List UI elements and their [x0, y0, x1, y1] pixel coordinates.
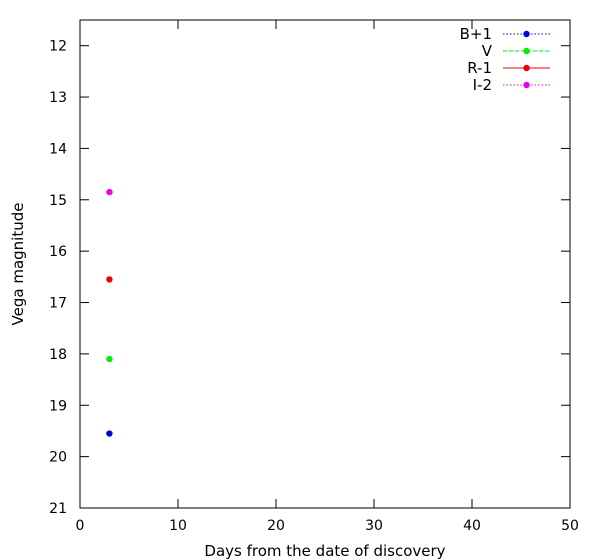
y-tick-label: 12 [49, 39, 67, 55]
legend-marker [523, 81, 530, 89]
y-tick-label: 14 [49, 141, 67, 157]
y-tick-label: 19 [49, 398, 67, 414]
legend-label: V [482, 42, 493, 60]
y-tick-label: 20 [49, 450, 67, 466]
y-tick-label: 18 [49, 347, 67, 363]
y-tick-label: 15 [49, 193, 67, 209]
x-axis-label: Days from the date of discovery [204, 542, 445, 560]
y-tick-label: 17 [49, 296, 67, 312]
legend-label: I-2 [473, 76, 492, 94]
y-tick-label: 21 [49, 501, 67, 517]
y-tick-label: 13 [49, 90, 67, 106]
data-point [106, 430, 113, 437]
x-axis-ticks: 0 10 20 30 40 50 [76, 20, 579, 534]
x-tick-label: 40 [463, 518, 481, 534]
legend-label: B+1 [460, 25, 492, 43]
legend-label: R-1 [467, 59, 492, 77]
x-tick-label: 0 [76, 518, 85, 534]
y-axis-ticks: 12 13 14 15 16 17 18 19 20 21 [49, 39, 570, 517]
y-axis-label: Vega magnitude [9, 203, 27, 326]
legend-marker [523, 47, 530, 55]
x-tick-label: 30 [365, 518, 383, 534]
x-tick-label: 50 [561, 518, 579, 534]
data-points [106, 188, 113, 437]
data-point [106, 276, 113, 283]
x-tick-label: 10 [169, 518, 187, 534]
legend: B+1VR-1I-2 [460, 25, 550, 94]
legend-marker [523, 30, 530, 38]
data-point [106, 355, 113, 363]
x-tick-label: 20 [267, 518, 285, 534]
data-point [106, 188, 113, 196]
legend-marker [523, 64, 530, 72]
plot-frame [79, 19, 571, 509]
y-tick-label: 16 [49, 244, 67, 260]
